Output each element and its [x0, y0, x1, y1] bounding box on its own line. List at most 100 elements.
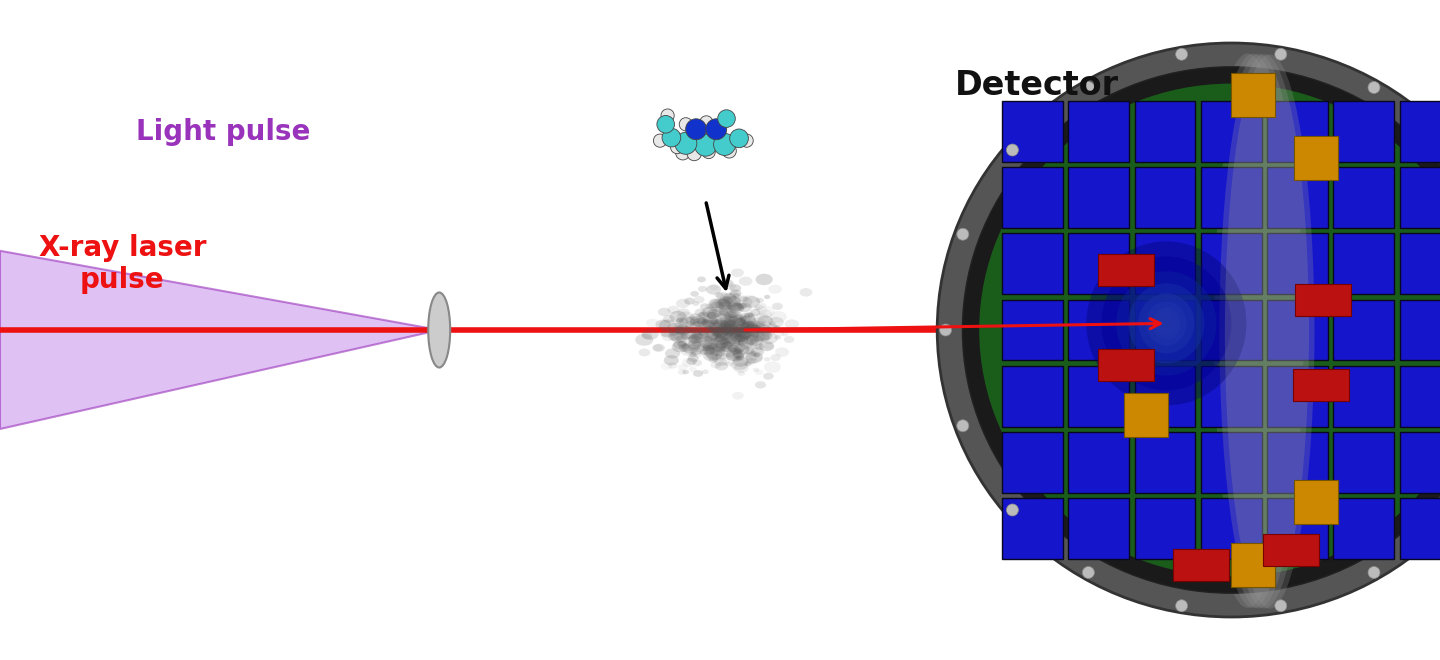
- Ellipse shape: [668, 329, 680, 336]
- FancyBboxPatch shape: [1333, 234, 1394, 294]
- Ellipse shape: [707, 334, 719, 341]
- Ellipse shape: [701, 319, 708, 323]
- Ellipse shape: [743, 323, 752, 329]
- Ellipse shape: [756, 306, 768, 314]
- Ellipse shape: [743, 320, 753, 327]
- Ellipse shape: [677, 340, 688, 347]
- Ellipse shape: [1181, 58, 1338, 602]
- Ellipse shape: [683, 358, 696, 367]
- Ellipse shape: [683, 328, 691, 335]
- Ellipse shape: [688, 333, 704, 344]
- Ellipse shape: [693, 370, 703, 377]
- Ellipse shape: [1368, 566, 1380, 578]
- Ellipse shape: [710, 299, 723, 308]
- Ellipse shape: [723, 353, 732, 359]
- Ellipse shape: [734, 318, 746, 326]
- Ellipse shape: [740, 327, 749, 333]
- Ellipse shape: [694, 134, 717, 156]
- Ellipse shape: [743, 294, 756, 304]
- Ellipse shape: [732, 315, 743, 323]
- Ellipse shape: [701, 345, 711, 352]
- Ellipse shape: [736, 313, 753, 323]
- Ellipse shape: [749, 330, 766, 342]
- Ellipse shape: [694, 308, 707, 316]
- Ellipse shape: [755, 304, 763, 310]
- Ellipse shape: [939, 324, 952, 336]
- FancyBboxPatch shape: [1201, 366, 1261, 426]
- Ellipse shape: [704, 337, 714, 343]
- Ellipse shape: [681, 346, 694, 356]
- Ellipse shape: [740, 315, 756, 325]
- Ellipse shape: [698, 345, 714, 355]
- FancyBboxPatch shape: [1068, 300, 1129, 360]
- Ellipse shape: [690, 321, 706, 331]
- Ellipse shape: [661, 329, 674, 337]
- Ellipse shape: [704, 323, 714, 329]
- Ellipse shape: [700, 115, 713, 129]
- Ellipse shape: [732, 317, 746, 327]
- Ellipse shape: [696, 325, 701, 329]
- Ellipse shape: [720, 346, 730, 352]
- Ellipse shape: [734, 348, 742, 352]
- Ellipse shape: [749, 340, 763, 348]
- FancyBboxPatch shape: [1333, 101, 1394, 162]
- Ellipse shape: [647, 319, 658, 327]
- Ellipse shape: [719, 296, 733, 306]
- Ellipse shape: [753, 353, 760, 358]
- Ellipse shape: [714, 362, 729, 370]
- Ellipse shape: [744, 332, 752, 338]
- Ellipse shape: [956, 228, 969, 240]
- Ellipse shape: [752, 333, 765, 342]
- Ellipse shape: [674, 331, 687, 341]
- Ellipse shape: [724, 333, 733, 337]
- Ellipse shape: [717, 331, 723, 335]
- Ellipse shape: [671, 141, 684, 154]
- Ellipse shape: [717, 319, 726, 326]
- FancyBboxPatch shape: [1333, 300, 1394, 360]
- Ellipse shape: [723, 328, 736, 337]
- Ellipse shape: [691, 328, 703, 336]
- Ellipse shape: [697, 318, 706, 324]
- Ellipse shape: [717, 346, 726, 352]
- Ellipse shape: [736, 335, 746, 342]
- Ellipse shape: [678, 370, 685, 375]
- Ellipse shape: [743, 346, 755, 354]
- Ellipse shape: [697, 331, 704, 336]
- Ellipse shape: [720, 321, 737, 333]
- FancyBboxPatch shape: [1333, 167, 1394, 228]
- Ellipse shape: [698, 286, 707, 292]
- FancyBboxPatch shape: [1400, 366, 1440, 426]
- Ellipse shape: [1220, 54, 1309, 609]
- Ellipse shape: [1274, 600, 1287, 612]
- Ellipse shape: [660, 331, 668, 337]
- Ellipse shape: [744, 362, 752, 366]
- Ellipse shape: [1083, 82, 1094, 94]
- FancyBboxPatch shape: [1267, 432, 1328, 493]
- Ellipse shape: [740, 321, 750, 327]
- Ellipse shape: [1192, 53, 1282, 607]
- Ellipse shape: [726, 348, 743, 360]
- Ellipse shape: [739, 315, 750, 324]
- Ellipse shape: [723, 339, 739, 350]
- Ellipse shape: [690, 316, 707, 327]
- Ellipse shape: [1083, 566, 1094, 578]
- Ellipse shape: [1086, 242, 1247, 405]
- FancyBboxPatch shape: [1068, 234, 1129, 294]
- Ellipse shape: [759, 310, 772, 318]
- Ellipse shape: [756, 325, 772, 336]
- Ellipse shape: [768, 317, 783, 327]
- Ellipse shape: [678, 343, 691, 352]
- Ellipse shape: [704, 348, 714, 354]
- Ellipse shape: [685, 321, 700, 331]
- FancyBboxPatch shape: [1135, 101, 1195, 162]
- Ellipse shape: [733, 321, 742, 327]
- FancyBboxPatch shape: [1400, 234, 1440, 294]
- Ellipse shape: [1161, 315, 1172, 331]
- Ellipse shape: [708, 357, 717, 363]
- Ellipse shape: [675, 336, 685, 342]
- Ellipse shape: [721, 341, 734, 349]
- FancyBboxPatch shape: [1201, 234, 1261, 294]
- Ellipse shape: [707, 341, 719, 348]
- Ellipse shape: [759, 306, 775, 317]
- Ellipse shape: [675, 325, 690, 335]
